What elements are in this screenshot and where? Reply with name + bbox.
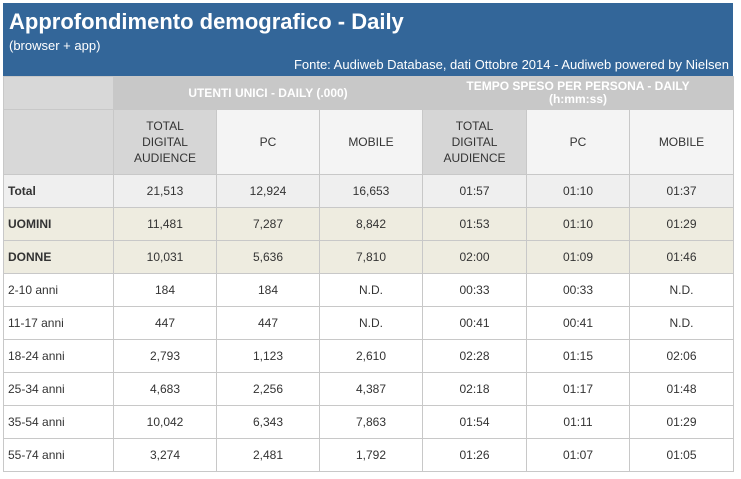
demographic-table: UTENTI UNICI - DAILY (.000) TEMPO SPESO …: [3, 76, 734, 472]
table-cell: 01:46: [629, 240, 734, 274]
table-cell: 184: [216, 273, 320, 307]
table-cell: N.D.: [629, 306, 734, 340]
table-row: 55-74 anni 3,274 2,481 1,792 01:26 01:07…: [3, 438, 734, 472]
table-cell: 8,842: [319, 207, 423, 241]
col-header-line: DIGITAL: [451, 135, 498, 149]
col-header-line: TOTAL: [455, 119, 494, 133]
col-header-line: AUDIENCE: [133, 151, 196, 165]
table-cell: 01:37: [629, 174, 734, 208]
table-cell: 02:18: [422, 372, 527, 406]
table-cell: 4,683: [113, 372, 217, 406]
col-header-line: TOTAL: [146, 119, 184, 133]
table-cell: 12,924: [216, 174, 320, 208]
page-subtitle: (browser + app): [9, 38, 101, 53]
col-header-line: AUDIENCE: [443, 151, 506, 165]
table-cell: 5,636: [216, 240, 320, 274]
group-header-users: UTENTI UNICI - DAILY (.000): [113, 76, 423, 110]
table-cell: N.D.: [319, 273, 423, 307]
corner-cell-2: [3, 109, 114, 175]
table-cell: 2,481: [216, 438, 320, 472]
table-cell: 10,042: [113, 405, 217, 439]
table-cell: 10,031: [113, 240, 217, 274]
table-row: 18-24 anni 2,793 1,123 2,610 02:28 01:15…: [3, 339, 734, 373]
row-label: 11-17 anni: [3, 306, 114, 340]
table-cell: 00:41: [526, 306, 630, 340]
row-label: DONNE: [3, 240, 114, 274]
corner-cell: [3, 76, 114, 110]
col-header-time-mobile: MOBILE: [629, 109, 734, 175]
table-cell: 01:53: [422, 207, 527, 241]
table-cell: 2,256: [216, 372, 320, 406]
table-cell: 1,792: [319, 438, 423, 472]
row-label: 2-10 anni: [3, 273, 114, 307]
table-cell: 21,513: [113, 174, 217, 208]
table-cell: 6,343: [216, 405, 320, 439]
col-header-time-pc: PC: [526, 109, 630, 175]
source-note: Fonte: Audiweb Database, dati Ottobre 20…: [293, 57, 729, 72]
table-cell: 00:33: [526, 273, 630, 307]
table-cell: 7,863: [319, 405, 423, 439]
report-header: Approfondimento demografico - Daily (bro…: [3, 3, 733, 76]
table-row: 2-10 anni 184 184 N.D. 00:33 00:33 N.D.: [3, 273, 734, 307]
table-cell: 01:54: [422, 405, 527, 439]
table-cell: 01:26: [422, 438, 527, 472]
table-cell: 11,481: [113, 207, 217, 241]
table-cell: N.D.: [629, 273, 734, 307]
table-cell: 01:07: [526, 438, 630, 472]
row-label: 35-54 anni: [3, 405, 114, 439]
table-cell: 01:48: [629, 372, 734, 406]
table-cell: 00:41: [422, 306, 527, 340]
table-row-uomini: UOMINI 11,481 7,287 8,842 01:53 01:10 01…: [3, 207, 734, 241]
col-header-line: DIGITAL: [142, 135, 188, 149]
row-label: Total: [3, 174, 114, 208]
table-row: 25-34 anni 4,683 2,256 4,387 02:18 01:17…: [3, 372, 734, 406]
table-cell: 00:33: [422, 273, 527, 307]
group-header-time-unit: (h:mm:ss): [548, 92, 607, 106]
table-cell: 4,387: [319, 372, 423, 406]
table-cell: 447: [216, 306, 320, 340]
table-cell: 1,123: [216, 339, 320, 373]
table-cell: 01:11: [526, 405, 630, 439]
table-cell: 01:57: [422, 174, 527, 208]
table-row: 11-17 anni 447 447 N.D. 00:41 00:41 N.D.: [3, 306, 734, 340]
table-cell: N.D.: [319, 306, 423, 340]
table-row-total: Total 21,513 12,924 16,653 01:57 01:10 0…: [3, 174, 734, 208]
col-header-users-pc: PC: [216, 109, 320, 175]
table-cell: 02:06: [629, 339, 734, 373]
table-cell: 2,793: [113, 339, 217, 373]
table-cell: 01:09: [526, 240, 630, 274]
page-title: Approfondimento demografico - Daily: [9, 9, 404, 34]
row-label: 18-24 anni: [3, 339, 114, 373]
table-cell: 01:15: [526, 339, 630, 373]
table-row-donne: DONNE 10,031 5,636 7,810 02:00 01:09 01:…: [3, 240, 734, 274]
group-header-time: TEMPO SPESO PER PERSONA - DAILY (h:mm:ss…: [422, 76, 734, 110]
col-header-users-mobile: MOBILE: [319, 109, 423, 175]
table-cell: 01:29: [629, 207, 734, 241]
col-header-time-total: TOTAL DIGITAL AUDIENCE: [422, 109, 527, 175]
table-cell: 184: [113, 273, 217, 307]
row-label: UOMINI: [3, 207, 114, 241]
table-cell: 01:10: [526, 207, 630, 241]
table-cell: 01:10: [526, 174, 630, 208]
table-cell: 02:00: [422, 240, 527, 274]
group-header-time-label: TEMPO SPESO PER PERSONA - DAILY: [466, 79, 690, 93]
group-header-users-label: UTENTI UNICI - DAILY (.000): [188, 85, 348, 100]
row-label: 55-74 anni: [3, 438, 114, 472]
table-cell: 02:28: [422, 339, 527, 373]
table-cell: 01:29: [629, 405, 734, 439]
table-cell: 2,610: [319, 339, 423, 373]
col-header-users-total: TOTAL DIGITAL AUDIENCE: [113, 109, 217, 175]
table-cell: 3,274: [113, 438, 217, 472]
table-cell: 7,287: [216, 207, 320, 241]
row-label: 25-34 anni: [3, 372, 114, 406]
table-cell: 16,653: [319, 174, 423, 208]
table-row: 35-54 anni 10,042 6,343 7,863 01:54 01:1…: [3, 405, 734, 439]
table-cell: 01:17: [526, 372, 630, 406]
table-cell: 01:05: [629, 438, 734, 472]
table-cell: 7,810: [319, 240, 423, 274]
table-cell: 447: [113, 306, 217, 340]
